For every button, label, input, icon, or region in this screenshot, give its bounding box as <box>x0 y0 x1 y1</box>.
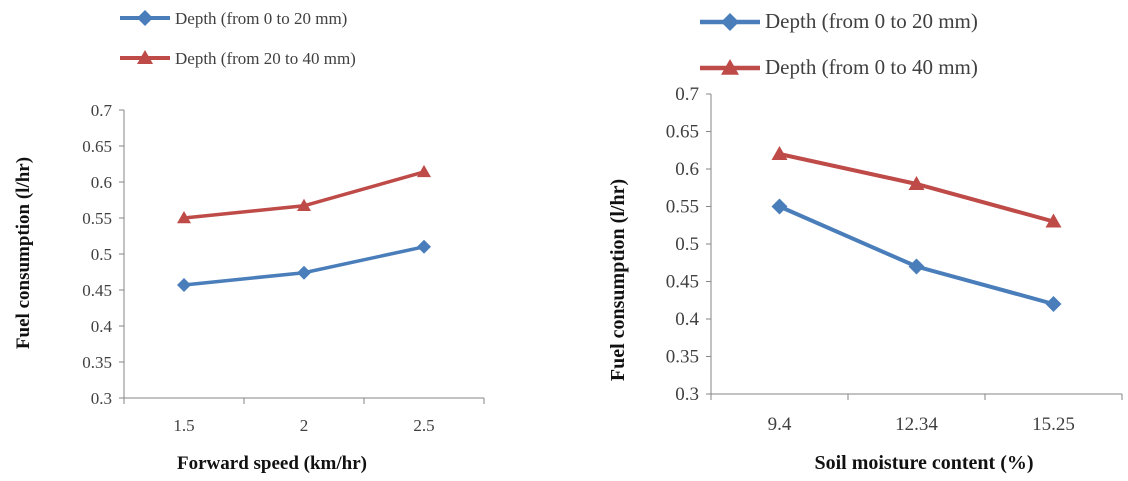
y-tick-label: 0.7 <box>91 101 113 120</box>
legend-marker <box>721 13 739 31</box>
chart1-x-axis-title: Forward speed (km/hr) <box>177 453 367 474</box>
y-tick-label: 0.4 <box>675 309 699 330</box>
data-point <box>417 164 431 178</box>
legend-label: Depth (from 0 to 40 mm) <box>765 55 978 79</box>
y-tick-label: 0.5 <box>675 234 699 255</box>
x-tick-label: 15.25 <box>1032 414 1075 435</box>
y-tick-label: 0.55 <box>82 209 112 228</box>
y-tick-label: 0.65 <box>82 137 112 156</box>
chart2-axes <box>706 93 1123 400</box>
data-point <box>297 265 311 280</box>
y-tick-label: 0.65 <box>666 122 699 143</box>
legend-label: Depth (from 0 to 20 mm) <box>765 9 978 33</box>
chart1-axes <box>119 109 485 404</box>
data-point <box>1045 213 1062 228</box>
x-tick-label: 1.5 <box>173 416 194 435</box>
y-tick-label: 0.45 <box>666 272 699 293</box>
data-point <box>1045 296 1062 312</box>
series-line <box>778 204 1055 306</box>
y-tick-label: 0.3 <box>675 384 699 405</box>
x-tick-label: 9.4 <box>768 414 792 435</box>
data-point <box>297 198 311 212</box>
x-tick-label: 2.5 <box>413 416 434 435</box>
chart2-legend: Depth (from 0 to 20 mm) Depth (from 0 to … <box>700 9 978 79</box>
chart1-ticks: 0.3 0.35 0.4 0.45 0.5 0.55 0.6 0.65 0.7 1.5 2 2.5 <box>82 101 434 435</box>
y-tick-label: 0.55 <box>666 197 699 218</box>
chart1-legend: Depth (from 0 to 20 mm) Depth (from 20 to… <box>120 9 356 68</box>
legend-marker <box>137 10 153 26</box>
data-point <box>417 239 431 254</box>
y-tick-label: 0.7 <box>675 84 699 105</box>
chart2-ticks: 0.3 0.35 0.4 0.45 0.5 0.55 0.6 0.65 0.7 9.4 12.34 1… <box>666 84 1075 435</box>
series-line <box>183 170 425 220</box>
data-point <box>908 176 925 190</box>
chart2-x-axis-title: Soil moisture content (%) <box>814 452 1033 474</box>
legend-label: Depth (from 0 to 20 mm) <box>175 9 347 28</box>
chart2-y-axis-title: Fuel consumption (l/hr) <box>607 179 629 381</box>
data-point <box>908 258 925 275</box>
data-point <box>771 198 788 215</box>
x-tick-label: 12.34 <box>895 414 938 435</box>
y-tick-label: 0.5 <box>91 245 112 264</box>
data-point <box>177 211 191 224</box>
y-tick-label: 0.45 <box>82 281 112 300</box>
legend-marker <box>137 50 153 64</box>
chart1-series <box>177 164 431 292</box>
y-tick-label: 0.6 <box>675 159 699 180</box>
y-tick-label: 0.3 <box>91 389 112 408</box>
y-tick-label: 0.35 <box>82 353 112 372</box>
chart-forward-speed: Depth (from 0 to 20 mm) Depth (from 20 to… <box>13 9 485 474</box>
x-tick-label: 2 <box>300 416 309 435</box>
y-tick-label: 0.6 <box>91 173 112 192</box>
data-point <box>771 146 788 160</box>
data-point <box>177 277 191 292</box>
chart2-series <box>771 146 1062 312</box>
legend-marker <box>721 59 739 75</box>
chart1-y-axis-title: Fuel consumption (l/hr) <box>13 157 34 349</box>
legend-label: Depth (from 20 to 40 mm) <box>175 49 356 68</box>
y-tick-label: 0.35 <box>666 347 699 368</box>
chart-soil-moisture: Depth (from 0 to 20 mm) Depth (from 0 to … <box>607 9 1123 474</box>
y-tick-label: 0.4 <box>91 317 113 336</box>
